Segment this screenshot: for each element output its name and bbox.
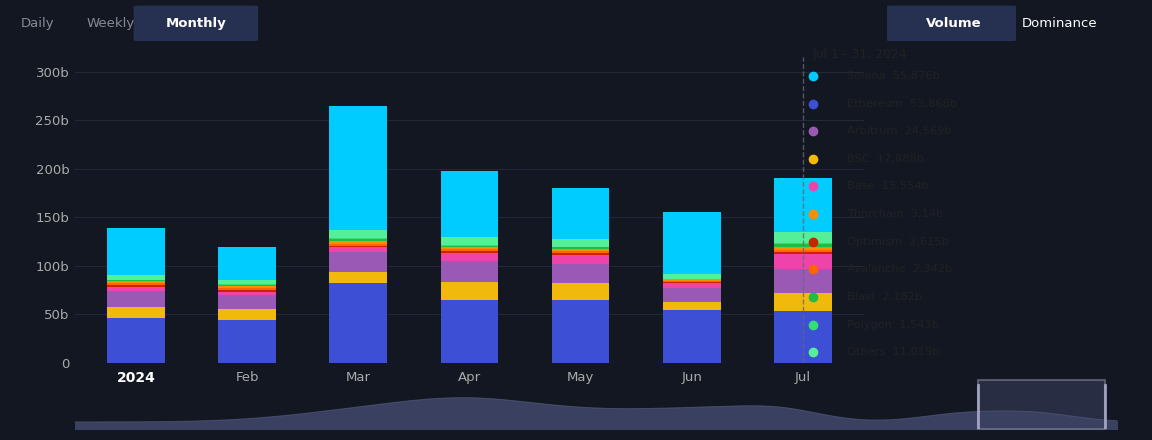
Bar bbox=[552, 239, 609, 246]
Bar bbox=[218, 292, 276, 295]
Bar bbox=[329, 230, 387, 238]
Bar bbox=[329, 106, 387, 230]
Bar bbox=[774, 178, 832, 232]
Bar bbox=[552, 300, 609, 363]
Bar bbox=[774, 243, 832, 244]
Bar bbox=[107, 282, 165, 283]
Text: Dominance: Dominance bbox=[1022, 17, 1098, 29]
Bar bbox=[107, 228, 165, 275]
Bar bbox=[440, 237, 499, 245]
Bar bbox=[552, 253, 609, 255]
Bar bbox=[662, 279, 721, 280]
Bar bbox=[440, 246, 499, 247]
Text: Optimism  2,615b: Optimism 2,615b bbox=[847, 237, 949, 247]
Bar bbox=[440, 171, 499, 237]
Bar bbox=[774, 232, 832, 243]
Bar bbox=[552, 251, 609, 253]
Bar bbox=[552, 246, 609, 247]
Bar bbox=[774, 246, 832, 249]
Text: BSC  17,888b: BSC 17,888b bbox=[847, 154, 924, 164]
Bar bbox=[329, 283, 387, 363]
Text: Monthly: Monthly bbox=[166, 17, 226, 29]
Text: Others  11,019b: Others 11,019b bbox=[847, 347, 940, 357]
FancyBboxPatch shape bbox=[134, 6, 258, 41]
Bar bbox=[329, 252, 387, 272]
Bar bbox=[552, 188, 609, 239]
Bar bbox=[552, 249, 609, 251]
Text: Solana  55,876b: Solana 55,876b bbox=[847, 71, 940, 81]
Bar bbox=[107, 285, 165, 287]
Bar bbox=[774, 249, 832, 252]
Bar bbox=[662, 212, 721, 274]
Text: Jul 1 - 31, 2024: Jul 1 - 31, 2024 bbox=[813, 48, 908, 61]
Text: Avalanche  2,342b: Avalanche 2,342b bbox=[847, 264, 953, 274]
Bar bbox=[218, 285, 276, 286]
Bar bbox=[329, 241, 387, 244]
Bar bbox=[107, 287, 165, 291]
Bar bbox=[552, 264, 609, 283]
Bar bbox=[662, 310, 721, 363]
Bar bbox=[552, 255, 609, 264]
Bar bbox=[329, 272, 387, 283]
Bar bbox=[440, 261, 499, 282]
Bar bbox=[329, 238, 387, 239]
Bar bbox=[107, 283, 165, 285]
Text: Volume: Volume bbox=[926, 17, 982, 29]
Text: Blast  2,182b: Blast 2,182b bbox=[847, 292, 922, 302]
Bar bbox=[774, 252, 832, 254]
Bar bbox=[662, 288, 721, 302]
Bar bbox=[329, 244, 387, 246]
Bar bbox=[662, 283, 721, 288]
Bar bbox=[329, 239, 387, 241]
Bar bbox=[662, 302, 721, 310]
Bar bbox=[440, 251, 499, 253]
Text: Arbitrum  24,569b: Arbitrum 24,569b bbox=[847, 126, 952, 136]
Bar bbox=[662, 280, 721, 282]
Bar bbox=[440, 300, 499, 363]
Bar bbox=[218, 295, 276, 308]
Bar bbox=[218, 246, 276, 280]
Bar bbox=[107, 319, 165, 363]
Bar bbox=[107, 275, 165, 279]
Bar bbox=[218, 280, 276, 284]
Bar bbox=[218, 320, 276, 363]
Bar bbox=[978, 381, 1105, 429]
Bar bbox=[774, 269, 832, 293]
Text: Base  15,554b: Base 15,554b bbox=[847, 181, 929, 191]
Text: Ethereum  53,868b: Ethereum 53,868b bbox=[847, 99, 957, 109]
Bar bbox=[329, 246, 387, 247]
Bar bbox=[107, 291, 165, 307]
Bar bbox=[662, 274, 721, 279]
Bar bbox=[218, 308, 276, 320]
Bar bbox=[107, 280, 165, 282]
Bar bbox=[107, 307, 165, 319]
Bar bbox=[440, 282, 499, 300]
Text: Weekly: Weekly bbox=[86, 17, 135, 29]
Bar bbox=[218, 286, 276, 288]
Bar bbox=[218, 284, 276, 285]
Text: Thorchain  3,14b: Thorchain 3,14b bbox=[847, 209, 943, 219]
Text: Daily: Daily bbox=[21, 17, 55, 29]
Bar bbox=[107, 279, 165, 280]
Text: Polygon  1,543b: Polygon 1,543b bbox=[847, 319, 939, 330]
Bar bbox=[552, 283, 609, 300]
Bar bbox=[774, 293, 832, 311]
Bar bbox=[662, 282, 721, 283]
Bar bbox=[774, 254, 832, 269]
Bar bbox=[440, 245, 499, 246]
Bar bbox=[329, 247, 387, 252]
FancyBboxPatch shape bbox=[887, 6, 1016, 41]
Bar bbox=[218, 290, 276, 292]
Bar bbox=[440, 253, 499, 261]
Bar bbox=[774, 311, 832, 363]
Bar bbox=[440, 249, 499, 251]
Bar bbox=[774, 244, 832, 246]
Bar bbox=[552, 247, 609, 249]
Bar bbox=[440, 247, 499, 249]
Bar bbox=[218, 288, 276, 290]
